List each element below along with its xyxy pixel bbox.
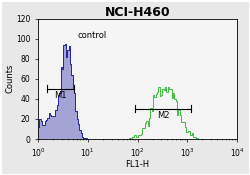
Text: M2: M2 [157,111,170,120]
X-axis label: FL1-H: FL1-H [126,160,150,169]
Title: NCI-H460: NCI-H460 [105,6,170,19]
Text: control: control [78,31,107,40]
Text: M1: M1 [54,91,67,100]
Y-axis label: Counts: Counts [6,64,15,93]
